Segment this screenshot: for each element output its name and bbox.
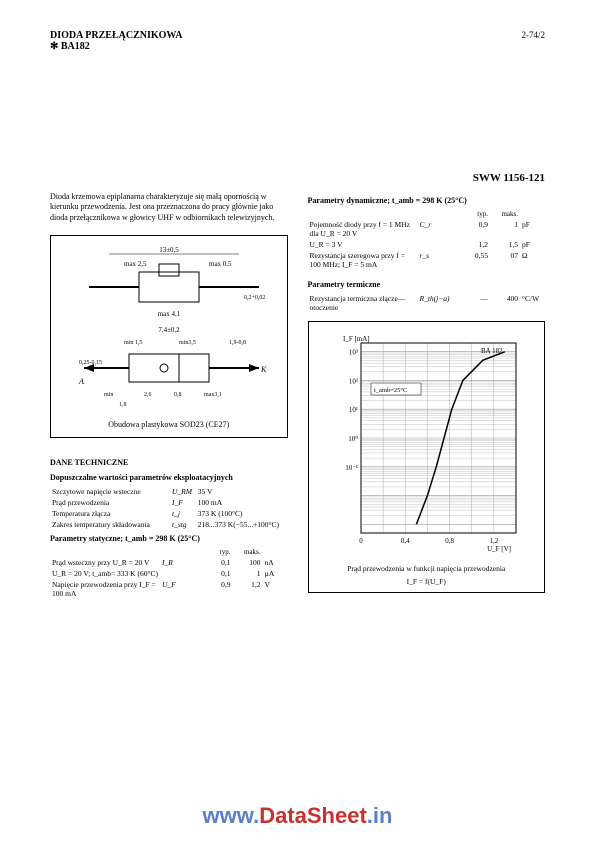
intro-text: Dioda krzemowa epiplanarna charakteryzuj…	[50, 192, 288, 223]
svg-text:10¹: 10¹	[349, 406, 358, 414]
table-row: Temperatura złączat_j373 K (100°C)	[50, 508, 288, 519]
svg-text:I_F [mA]: I_F [mA]	[343, 335, 370, 343]
if-uf-chart: 10³ 10² 10¹ 10⁰ 10⁻¹ 0 0,4 0,8 1,2U_F [V] I_F [mA…	[326, 328, 526, 558]
dim-13: 13±0,5	[159, 246, 179, 254]
title-block: DIODA PRZEŁĄCZNIKOWA ✻ BA182	[50, 30, 183, 52]
chart-caption1: Prąd przewodzenia w funkcji napięcia prz…	[315, 564, 539, 573]
table-row: Szczytowe napięcie wsteczneU_RM35 V	[50, 486, 288, 497]
watermark: www.DataSheet.in	[203, 803, 393, 829]
svg-text:10⁰: 10⁰	[348, 435, 358, 443]
svg-text:BA 182: BA 182	[481, 347, 503, 355]
dim-min35: min3,5	[179, 340, 196, 346]
dim-18: 1,8	[119, 402, 127, 408]
title-line1: DIODA PRZEŁĄCZNIKOWA	[50, 30, 183, 41]
svg-text:10⁻¹: 10⁻¹	[345, 464, 358, 472]
dynamic-table: typ. maks. Pojemność diody przy f = 1 MH…	[308, 209, 546, 270]
dim-min15: min 1,5	[124, 340, 142, 346]
chart-box: 10³ 10² 10¹ 10⁰ 10⁻¹ 0 0,4 0,8 1,2U_F [V] I_F [mA…	[308, 321, 546, 593]
chart-caption2: I_F = f(U_F)	[315, 577, 539, 586]
table-row: Prąd wsteczny przy U_R = 20 VI_R0,1100nA	[50, 557, 288, 568]
table-row: Zakres temperatury składowaniat_stg218..…	[50, 519, 288, 530]
svg-text:10²: 10²	[349, 377, 358, 385]
wm-mid: DataSheet	[259, 803, 367, 828]
static-table: typ. maks. Prąd wsteczny przy U_R = 20 V…	[50, 547, 288, 599]
dim-max41: max 4,1	[157, 310, 180, 318]
wm-prefix: www.	[203, 803, 260, 828]
static-title: Parametry statyczne; t_amb = 298 K (25°C…	[50, 534, 288, 543]
thermal-title: Parametry termiczne	[308, 280, 546, 289]
package-diagram-box: 13±0,5 max 2,5 max 0,5 0,2+0,02 max 4,1 …	[50, 235, 288, 438]
table-row: Rezystancja szeregowa przy f = 100 MHz; …	[308, 250, 546, 270]
wm-suffix: .in	[367, 803, 393, 828]
table-row: U_R = 20 V; t_amb= 333 K (60°C)0,11µA	[50, 568, 288, 579]
dim-max31: max3,1	[204, 392, 222, 398]
static-header: typ. maks.	[50, 547, 288, 557]
right-column: Parametry dynamiczne; t_amb = 298 K (25°…	[308, 192, 546, 599]
dim-08: 0,8	[174, 392, 182, 398]
table-row: Pojemność diody przy f = 1 MHz dla U_R =…	[308, 219, 546, 239]
left-column: Dioda krzemowa epiplanarna charakteryzuj…	[50, 192, 288, 599]
svg-text:t_amb=25°C: t_amb=25°C	[374, 387, 407, 394]
limits-title: Dopuszczalne wartości parametrów eksploa…	[50, 473, 288, 482]
dim-26: 2,6	[144, 392, 152, 398]
dim-025: 0,25-0,15	[79, 360, 102, 366]
thermal-table: Rezystancja termiczna złącze—otoczenieR_…	[308, 293, 546, 313]
package-side-view: 7,4±0,2 0,25-0,15 min 1,5 min3,5 1,9-0,8…	[69, 324, 269, 414]
dim-lead: 0,2+0,02	[244, 295, 265, 301]
dim-19: 1,9-0,8	[229, 340, 246, 346]
dim-max05: max 0,5	[209, 260, 232, 268]
dim-74: 7,4±0,2	[158, 326, 180, 334]
page-number: 2-74/2	[522, 30, 546, 52]
sww-code: SWW 1156-121	[50, 172, 545, 184]
svg-text:10³: 10³	[349, 349, 358, 357]
content-columns: Dioda krzemowa epiplanarna charakteryzuj…	[50, 192, 545, 599]
page-header: DIODA PRZEŁĄCZNIKOWA ✻ BA182 2-74/2	[50, 30, 545, 52]
terminal-a: A	[78, 377, 84, 386]
svg-text:0,4: 0,4	[401, 537, 410, 545]
tech-data-title: DANE TECHNICZNE	[50, 458, 288, 467]
package-caption: Obudowa plastykowa SOD23 (CE27)	[59, 420, 279, 429]
svg-text:0,8: 0,8	[445, 537, 454, 545]
table-row: Rezystancja termiczna złącze—otoczenieR_…	[308, 293, 546, 313]
svg-text:1,2: 1,2	[490, 537, 499, 545]
terminal-k: K	[260, 365, 267, 374]
svg-text:U_F [V]: U_F [V]	[487, 545, 511, 553]
title-line2: ✻ BA182	[50, 41, 183, 52]
dim-max25: max 2,5	[124, 260, 147, 268]
table-row: U_R = 3 V1,21,5pF	[308, 239, 546, 250]
package-top-view: 13±0,5 max 2,5 max 0,5 0,2+0,02 max 4,1	[69, 244, 269, 324]
svg-text:0: 0	[360, 537, 364, 545]
limits-table: Szczytowe napięcie wsteczneU_RM35 VPrąd …	[50, 486, 288, 530]
table-row: Prąd przewodzeniaI_F100 mA	[50, 497, 288, 508]
dynamic-header: typ. maks.	[308, 209, 546, 219]
dim-min: min	[104, 392, 113, 398]
dynamic-title: Parametry dynamiczne; t_amb = 298 K (25°…	[308, 196, 546, 205]
table-row: Napięcie przewodzenia przy I_F = 100 mAU…	[50, 579, 288, 599]
